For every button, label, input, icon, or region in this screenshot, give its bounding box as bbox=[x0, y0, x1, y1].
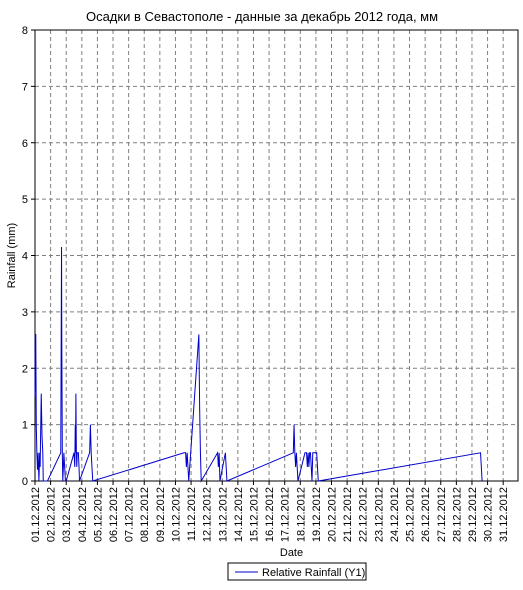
x-tick-label: 28.12.2012 bbox=[451, 487, 463, 542]
x-tick-labels: 01.12.2012 02.12.2012 03.12.2012 04.12.2012… bbox=[30, 487, 510, 542]
series-line bbox=[34, 247, 483, 483]
x-tick-label: 24.12.2012 bbox=[389, 487, 401, 542]
y-tick-label: 0 bbox=[22, 476, 28, 488]
x-tick-label: 22.12.2012 bbox=[358, 487, 370, 542]
x-tick-label: 17.12.2012 bbox=[280, 487, 292, 542]
x-tick-label: 07.12.2012 bbox=[124, 487, 136, 542]
legend: Relative Rainfall (Y1) bbox=[227, 562, 367, 581]
legend-box bbox=[227, 562, 367, 581]
tick-marks bbox=[31, 29, 504, 485]
x-tick-label: 01.12.2012 bbox=[30, 487, 42, 542]
y-tick-label: 5 bbox=[22, 194, 28, 206]
x-tick-label: 30.12.2012 bbox=[483, 487, 495, 542]
series-layer bbox=[34, 247, 483, 483]
x-tick-label: 04.12.2012 bbox=[77, 487, 89, 542]
y-tick-label: 1 bbox=[22, 420, 28, 432]
x-tick-label: 13.12.2012 bbox=[217, 487, 229, 542]
x-tick-label: 02.12.2012 bbox=[46, 487, 58, 542]
x-tick-label: 05.12.2012 bbox=[92, 487, 104, 542]
y-tick-labels: 0 1 2 3 4 5 6 7 8 bbox=[22, 25, 28, 488]
y-tick-label: 6 bbox=[22, 138, 28, 150]
x-tick-label: 06.12.2012 bbox=[108, 487, 120, 542]
x-tick-label: 18.12.2012 bbox=[295, 487, 307, 542]
x-tick-label: 21.12.2012 bbox=[342, 487, 354, 542]
y-tick-label: 2 bbox=[22, 363, 28, 375]
x-tick-label: 19.12.2012 bbox=[311, 487, 323, 542]
x-tick-label: 31.12.2012 bbox=[498, 487, 510, 542]
x-tick-label: 08.12.2012 bbox=[139, 487, 151, 542]
x-tick-label: 14.12.2012 bbox=[233, 487, 245, 542]
x-tick-label: 12.12.2012 bbox=[202, 487, 214, 542]
y-tick-label: 4 bbox=[22, 251, 28, 263]
x-tick-label: 16.12.2012 bbox=[264, 487, 276, 542]
x-tick-label: 20.12.2012 bbox=[327, 487, 339, 542]
x-tick-label: 15.12.2012 bbox=[248, 487, 260, 542]
x-axis-label: Date bbox=[280, 547, 303, 559]
x-tick-label: 29.12.2012 bbox=[467, 487, 479, 542]
grid bbox=[35, 30, 518, 481]
y-tick-label: 7 bbox=[22, 81, 28, 93]
x-tick-label: 25.12.2012 bbox=[405, 487, 417, 542]
chart-title: Осадки в Севастополе - данные за декабрь… bbox=[86, 9, 438, 24]
y-axis-label: Rainfall (mm) bbox=[6, 223, 18, 288]
x-tick-label: 03.12.2012 bbox=[61, 487, 73, 542]
x-tick-label: 11.12.2012 bbox=[186, 487, 198, 541]
y-tick-label: 8 bbox=[22, 25, 28, 37]
x-tick-label: 10.12.2012 bbox=[170, 487, 182, 542]
x-tick-label: 23.12.2012 bbox=[373, 487, 385, 542]
x-tick-label: 26.12.2012 bbox=[420, 487, 432, 542]
legend-label: Relative Rainfall (Y1) bbox=[262, 567, 365, 579]
y-tick-label: 3 bbox=[22, 307, 28, 319]
x-tick-label: 27.12.2012 bbox=[436, 487, 448, 542]
x-tick-label: 09.12.2012 bbox=[155, 487, 167, 542]
